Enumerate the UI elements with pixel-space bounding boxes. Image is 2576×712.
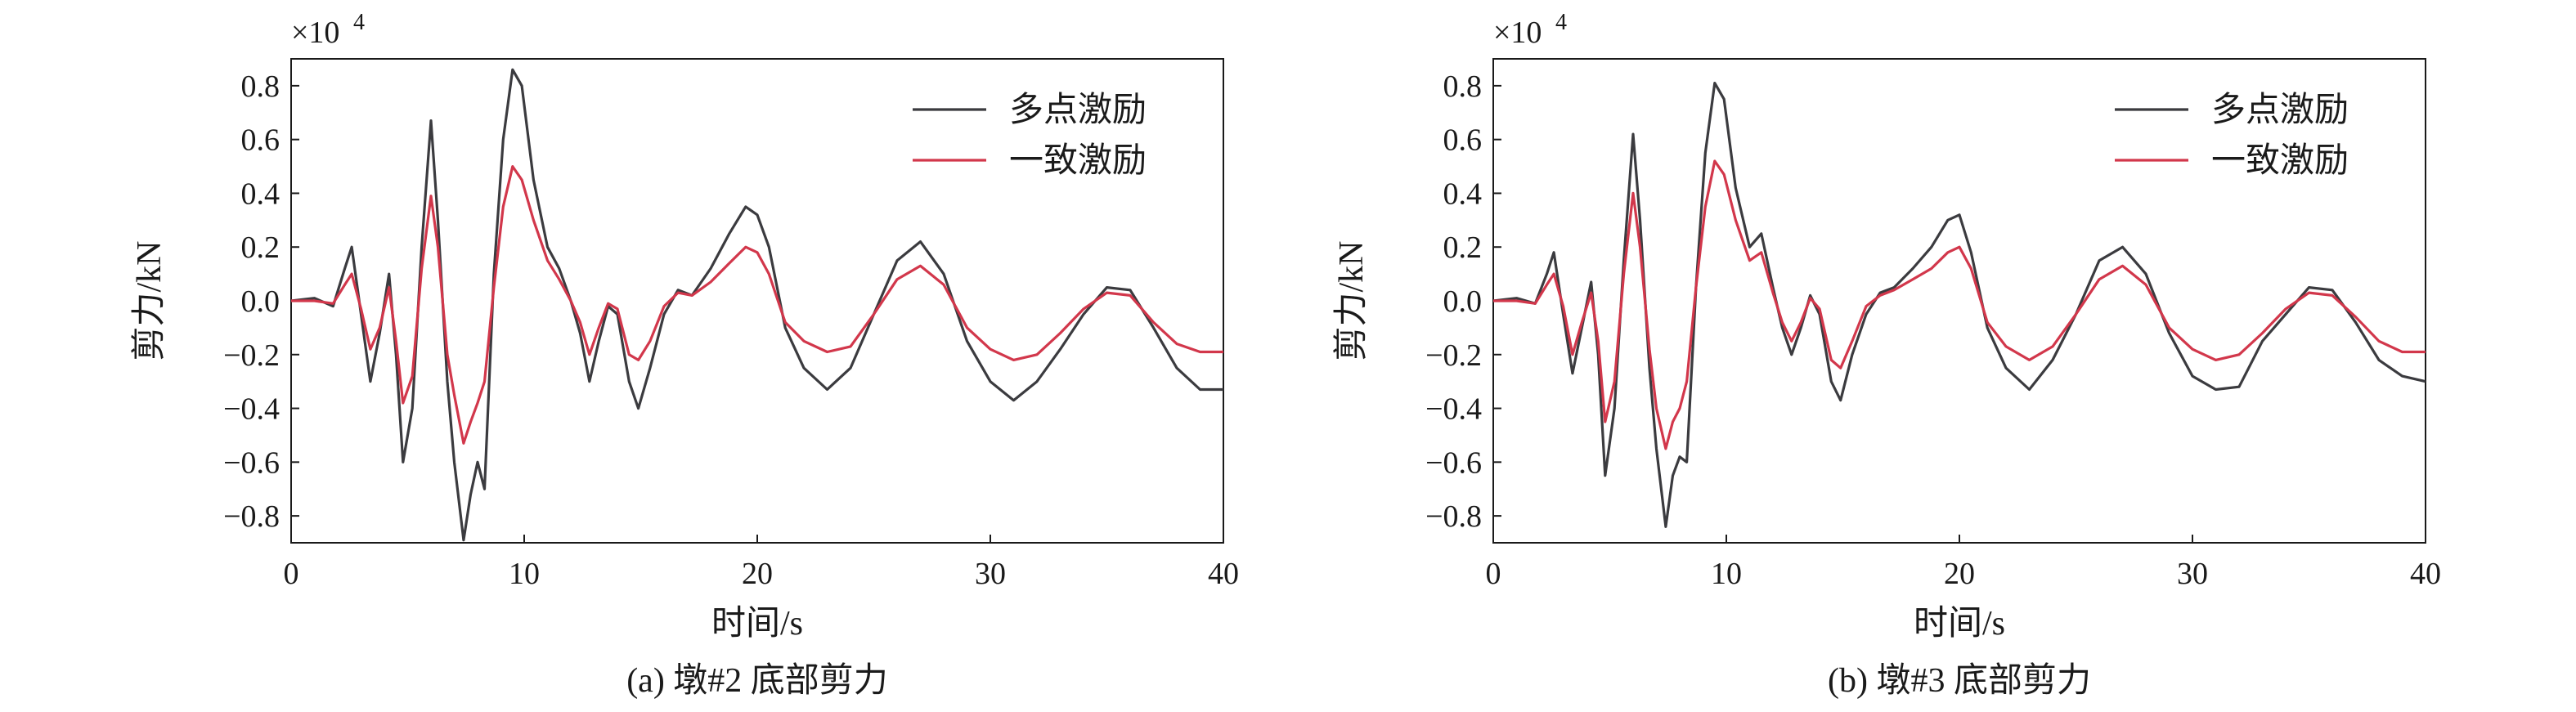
legend-label-multi-point: 多点激励: [2211, 92, 2349, 129]
x-tick-label: 0: [284, 557, 299, 591]
y-tick-label: 0.8: [241, 69, 280, 104]
panel-caption: (a) 墩#2 底部剪力: [626, 662, 888, 700]
y-tick-label: −0.4: [223, 392, 280, 427]
y-tick-label: 0.4: [241, 177, 280, 211]
y-tick-label: −0.2: [223, 338, 280, 373]
y-tick-label: −0.8: [1425, 499, 1482, 534]
y-multiplier-base: ×10: [291, 16, 339, 50]
legend-label-uniform: 一致激励: [1009, 142, 1147, 180]
panel-caption: (b) 墩#3 底部剪力: [1828, 662, 2091, 700]
y-tick-label: −0.6: [223, 446, 280, 480]
legend-label-multi-point: 多点激励: [1009, 92, 1147, 129]
y-multiplier-base: ×10: [1493, 16, 1542, 50]
x-tick-label: 40: [1208, 557, 1239, 591]
y-multiplier: ×10 4: [291, 10, 365, 50]
y-multiplier-exponent: 4: [353, 10, 365, 35]
y-tick-label: −0.6: [1425, 446, 1482, 480]
y-tick-label: 0.6: [241, 123, 280, 158]
y-tick-label: −0.2: [1425, 338, 1482, 373]
series-line-uniform: [1493, 159, 2426, 450]
legend-label-uniform: 一致激励: [2211, 142, 2349, 180]
y-tick-label: 0.2: [1443, 231, 1483, 265]
y-axis-label: 剪力/kN: [131, 240, 168, 360]
y-axis-label: 剪力/kN: [1333, 240, 1371, 360]
y-tick-label: −0.8: [223, 499, 280, 534]
y-tick-label: 0.0: [241, 284, 280, 319]
x-tick-label: 20: [742, 557, 773, 591]
y-tick-label: 0.4: [1443, 177, 1483, 211]
y-tick-label: 0.8: [1443, 69, 1483, 104]
x-tick-label: 40: [2410, 557, 2441, 591]
x-axis-label: 时间/s: [711, 605, 803, 643]
y-tick-label: 0.6: [1443, 123, 1483, 158]
y-tick-label: 0.0: [1443, 284, 1483, 319]
x-tick-label: 0: [1486, 557, 1501, 591]
chart-panel-b: 0 10 20 30 40 −0.8 −0.6 −0.4 −0.2 0.0 0.2 0.4 0.6 0.8…: [1333, 10, 2441, 700]
chart-panel-a: 0 10 20 30 40 −0.8 −0.6 −0.4 −0.2 0.0 0.2 0.4 0.6 0.8…: [131, 10, 1239, 700]
x-axis-label: 时间/s: [1914, 605, 2005, 643]
series-line-multi-point: [1493, 82, 2426, 528]
x-tick-label: 30: [975, 557, 1006, 591]
series-line-uniform: [291, 165, 1223, 445]
x-tick-label: 10: [1711, 557, 1742, 591]
y-multiplier-exponent: 4: [1555, 10, 1567, 35]
x-tick-label: 20: [1944, 557, 1975, 591]
x-tick-label: 10: [509, 557, 540, 591]
y-tick-label: 0.2: [241, 231, 280, 265]
x-tick-label: 30: [2177, 557, 2208, 591]
y-multiplier: ×10 4: [1493, 10, 1567, 50]
y-tick-label: −0.4: [1425, 392, 1482, 427]
